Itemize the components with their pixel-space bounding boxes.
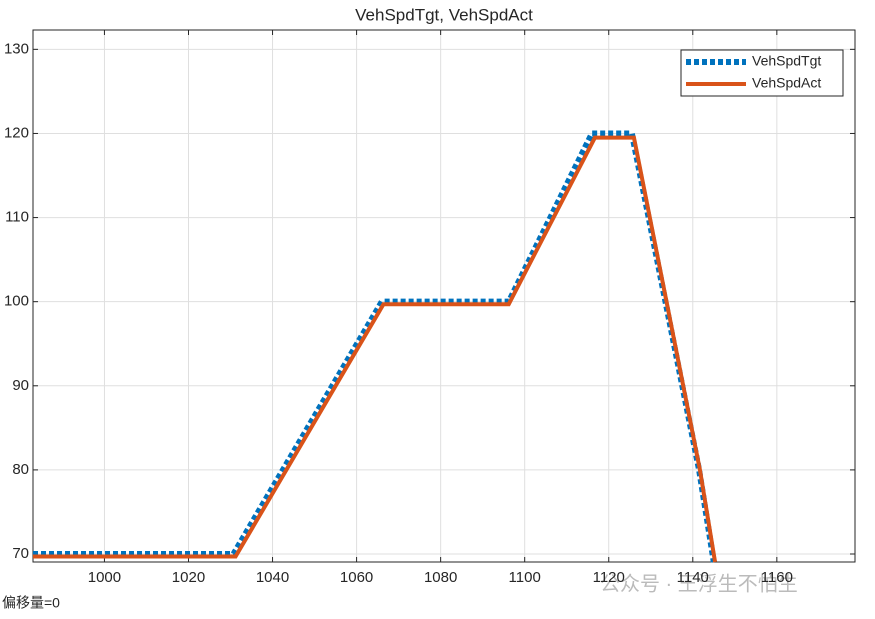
x-tick-label: 1120 [593, 569, 625, 586]
chart-title: VehSpdTgt, VehSpdAct [355, 5, 533, 24]
x-tick-label: 1080 [424, 569, 457, 586]
y-tick-label: 120 [4, 124, 29, 141]
watermark: 公众号 · 王浮生不怕生 [600, 572, 798, 595]
y-tick-label: 130 [4, 40, 29, 57]
y-tick-label: 90 [12, 377, 29, 394]
x-tick-label: 1100 [509, 569, 541, 586]
x-tick-label: 1160 [761, 569, 793, 586]
y-tick-label: 70 [12, 545, 29, 562]
y-tick-label: 110 [5, 209, 29, 226]
series-line [33, 135, 718, 563]
x-tick-label: 1000 [88, 569, 121, 586]
legend-label: VehSpdTgt [752, 53, 821, 69]
plot-frame [32, 29, 856, 563]
x-tick-label: 1020 [172, 569, 205, 586]
x-tick-label: 1140 [677, 569, 709, 586]
x-tick-label: 1060 [340, 569, 373, 586]
x-tick-label: 1040 [256, 569, 289, 586]
legend-label: VehSpdAct [752, 75, 821, 91]
footer: 偏移量=0 [2, 595, 60, 611]
y-tick-label: 80 [12, 461, 29, 478]
y-tick-label: 100 [4, 293, 29, 310]
series-line [33, 130, 717, 563]
legend-box [680, 49, 844, 97]
